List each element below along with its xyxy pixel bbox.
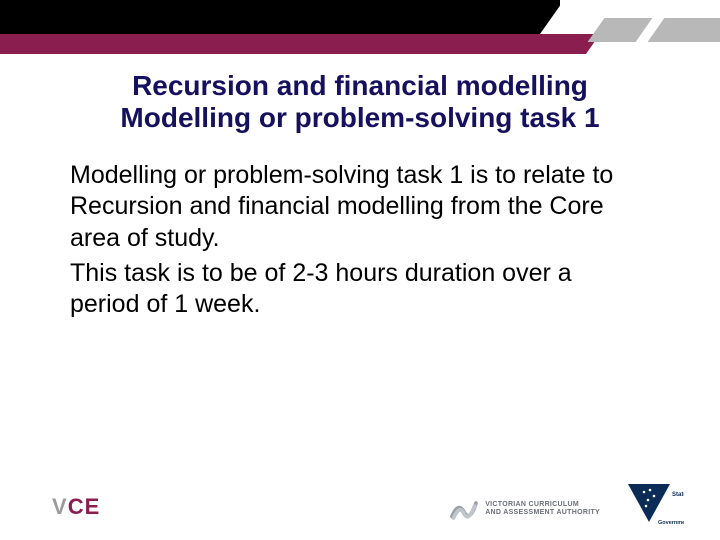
header [0,0,720,54]
slide-body: Modelling or problem-solving task 1 is t… [70,160,630,324]
vcaa-text: VICTORIAN CURRICULUM AND ASSESSMENT AUTH… [485,501,600,516]
title-line-1: Recursion and financial modelling [70,70,650,102]
footer: VCE VICTORIAN CURRICULUM AND ASSESSMENT … [0,484,720,526]
vcaa-line-1: VICTORIAN CURRICULUM [485,501,600,509]
body-para-1: Modelling or problem-solving task 1 is t… [70,160,630,254]
vcaa-line-2: AND ASSESSMENT AUTHORITY [485,509,600,517]
vce-logo-ce: CE [68,494,101,519]
vce-logo: VCE [52,494,100,520]
victoria-logo-icon: State Government [626,482,684,526]
vic-label-2: Government [658,520,684,526]
header-black-cut [540,0,564,34]
slide-title: Recursion and financial modelling Modell… [70,70,650,134]
vce-logo-v: V [52,494,68,519]
vcaa-mark-icon [449,494,479,524]
victoria-state-gov-logo: State Government [626,482,684,526]
title-line-2: Modelling or problem-solving task 1 [70,102,650,134]
vic-label-1: State [672,492,684,498]
header-grey-stripe-1 [588,18,653,42]
vcaa-logo: VICTORIAN CURRICULUM AND ASSESSMENT AUTH… [449,494,600,524]
header-maroon-bar [0,34,600,54]
header-black-bar [0,0,560,34]
body-para-2: This task is to be of 2-3 hours duration… [70,258,630,321]
header-grey-stripe-2 [648,18,720,42]
slide: Recursion and financial modelling Modell… [0,0,720,540]
